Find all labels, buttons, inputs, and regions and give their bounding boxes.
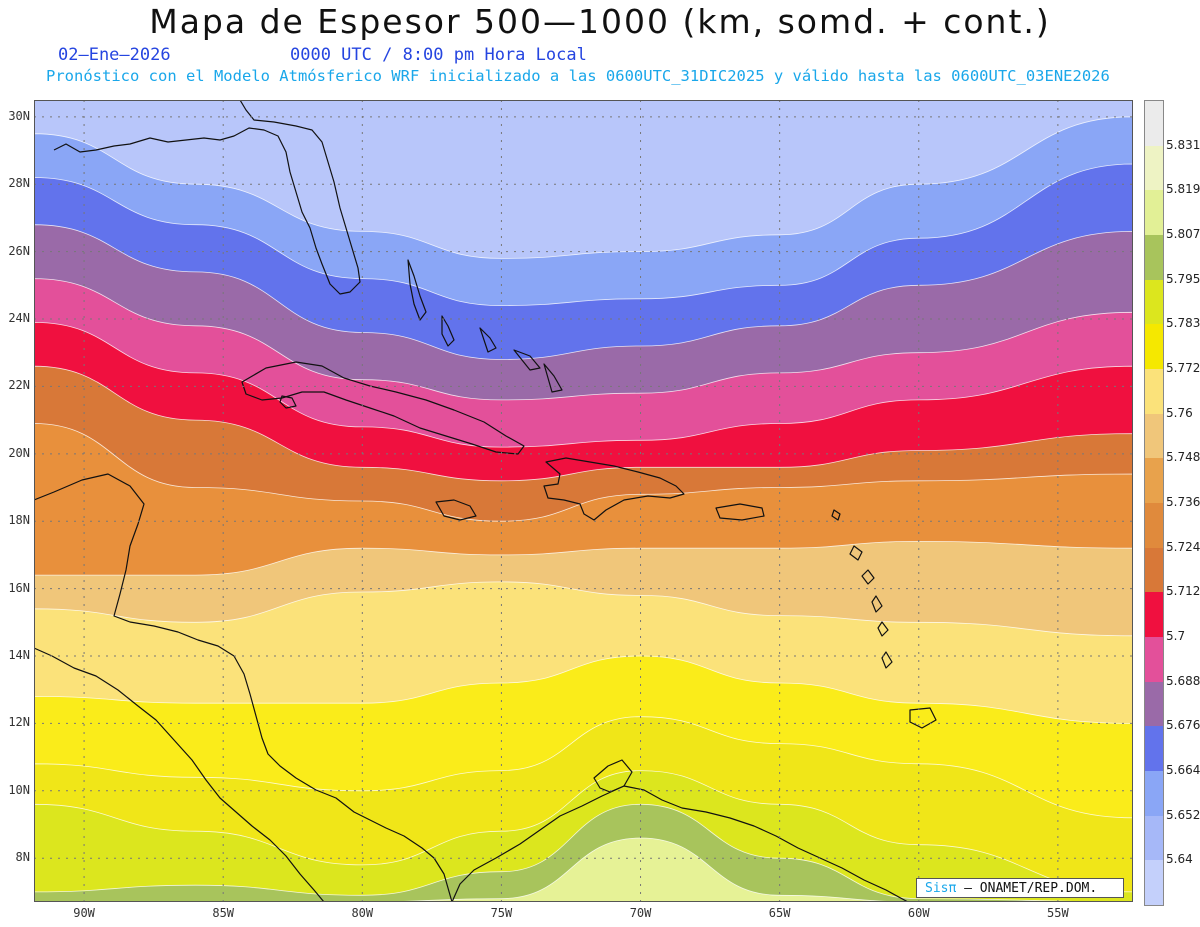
longitude-tick-label: 70W — [629, 906, 652, 920]
thickness-band — [34, 803, 1133, 902]
colorbar-segment — [1145, 413, 1163, 459]
map-frame — [34, 100, 1133, 902]
latitude-tick-label: 18N — [8, 513, 30, 528]
colorbar-segment — [1145, 771, 1163, 817]
coastlines — [34, 100, 937, 902]
colorbar-label: 5.819 — [1166, 182, 1200, 197]
lesser-antilles-island — [849, 545, 863, 561]
colorbar-segment — [1145, 145, 1163, 191]
colorbar-segment — [1145, 726, 1163, 772]
colorbar-label: 5.736 — [1166, 495, 1200, 509]
latitude-tick-label: 20N — [8, 445, 30, 460]
colorbar-label: 5.64 — [1166, 852, 1193, 867]
latitude-tick-label: 26N — [8, 243, 30, 258]
longitude-tick-label: 65W — [768, 906, 791, 920]
colorbar-label: 5.724 — [1166, 539, 1200, 554]
colorbar-segment — [1145, 324, 1163, 370]
lesser-antilles-island — [831, 509, 841, 521]
colorbar-segment — [1145, 860, 1163, 906]
florida-coastline — [53, 100, 361, 295]
lat-lon-grid — [34, 100, 1133, 902]
thickness-map — [34, 100, 1133, 902]
central-america-pacific-coast — [34, 647, 325, 902]
longitude-tick-label: 55W — [1047, 906, 1069, 920]
thickness-bands — [34, 100, 1133, 902]
latitude-tick-label: 12N — [8, 715, 30, 730]
colorbar-label: 5.7 — [1166, 629, 1186, 643]
credit-box: Sisπ — ONAMET/REP.DOM. — [916, 878, 1124, 898]
colorbar-segment — [1145, 101, 1163, 147]
colorbar-segment — [1145, 235, 1163, 281]
longitude-tick-label: 80W — [351, 906, 374, 920]
maracaibo-lake-coastline — [593, 759, 633, 793]
colorbar-label: 5.676 — [1166, 718, 1200, 733]
bahamas-island — [407, 259, 427, 321]
latitude-tick-label: 14N — [8, 648, 30, 662]
latitude-tick-label: 30N — [8, 108, 30, 123]
colorbar-label: 5.76 — [1166, 405, 1193, 420]
credit-text: — ONAMET/REP.DOM. — [956, 881, 1098, 896]
colorbar-label: 5.652 — [1166, 807, 1200, 822]
forecast-date: 02—Ene—2026 — [58, 45, 171, 65]
isla-de-la-juventud — [279, 395, 297, 409]
colorbar-segment — [1145, 458, 1163, 504]
hispaniola-coastline — [543, 457, 685, 521]
trinidad-coastline — [909, 707, 937, 729]
colorbar-segment — [1145, 503, 1163, 549]
jamaica-coastline — [435, 499, 477, 521]
colorbar-label: 5.748 — [1166, 450, 1200, 465]
colorbar-label: 5.688 — [1166, 673, 1200, 688]
colorbar-label: 5.795 — [1166, 271, 1200, 286]
colorbar-segment — [1145, 279, 1163, 325]
bahamas-island — [441, 315, 455, 347]
south-america-coastline — [451, 785, 909, 902]
lesser-antilles-island — [861, 569, 875, 585]
colorbar-segment — [1145, 815, 1163, 861]
forecast-description: Pronóstico con el Modelo Atmósferico WRF… — [46, 67, 1110, 85]
latitude-tick-label: 24N — [8, 311, 30, 326]
colorbar-label: 5.831 — [1166, 137, 1200, 152]
latitude-tick-label: 28N — [8, 176, 30, 191]
puerto-rico-coastline — [715, 503, 765, 521]
lesser-antilles-island — [871, 595, 883, 613]
latitude-tick-label: 22N — [8, 378, 30, 393]
thickness-colorbar — [1144, 100, 1164, 906]
longitude-tick-label: 60W — [907, 906, 930, 920]
latitude-tick-label: 8N — [15, 850, 30, 865]
bahamas-island — [513, 349, 541, 371]
colorbar-segment — [1145, 547, 1163, 593]
colorbar-segment — [1145, 190, 1163, 236]
latitude-tick-label: 10N — [8, 782, 30, 797]
bahamas-island — [543, 363, 563, 393]
latitude-tick-label: 16N — [8, 580, 30, 595]
colorbar-label: 5.664 — [1166, 763, 1200, 777]
central-america-coastline — [34, 473, 453, 902]
colorbar-segment — [1145, 369, 1163, 415]
bahamas-island — [479, 327, 497, 353]
sispi-logo: Sisπ — [925, 881, 957, 896]
colorbar-label: 5.807 — [1166, 227, 1200, 241]
longitude-tick-label: 85W — [212, 906, 235, 920]
colorbar-segment — [1145, 592, 1163, 638]
colorbar-label: 5.712 — [1166, 584, 1200, 599]
colorbar-segment — [1145, 681, 1163, 727]
longitude-tick-label: 90W — [73, 906, 95, 920]
cuba-coastline — [241, 361, 525, 455]
lesser-antilles-island — [877, 621, 889, 637]
colorbar-label: 5.772 — [1166, 361, 1200, 375]
colorbar-segment — [1145, 637, 1163, 683]
forecast-time: 0000 UTC / 8:00 pm Hora Local — [290, 45, 587, 65]
longitude-tick-label: 75W — [490, 906, 513, 920]
map-title: Mapa de Espesor 500—1000 (km, somd. + co… — [149, 2, 1051, 41]
colorbar-label: 5.783 — [1166, 316, 1200, 331]
